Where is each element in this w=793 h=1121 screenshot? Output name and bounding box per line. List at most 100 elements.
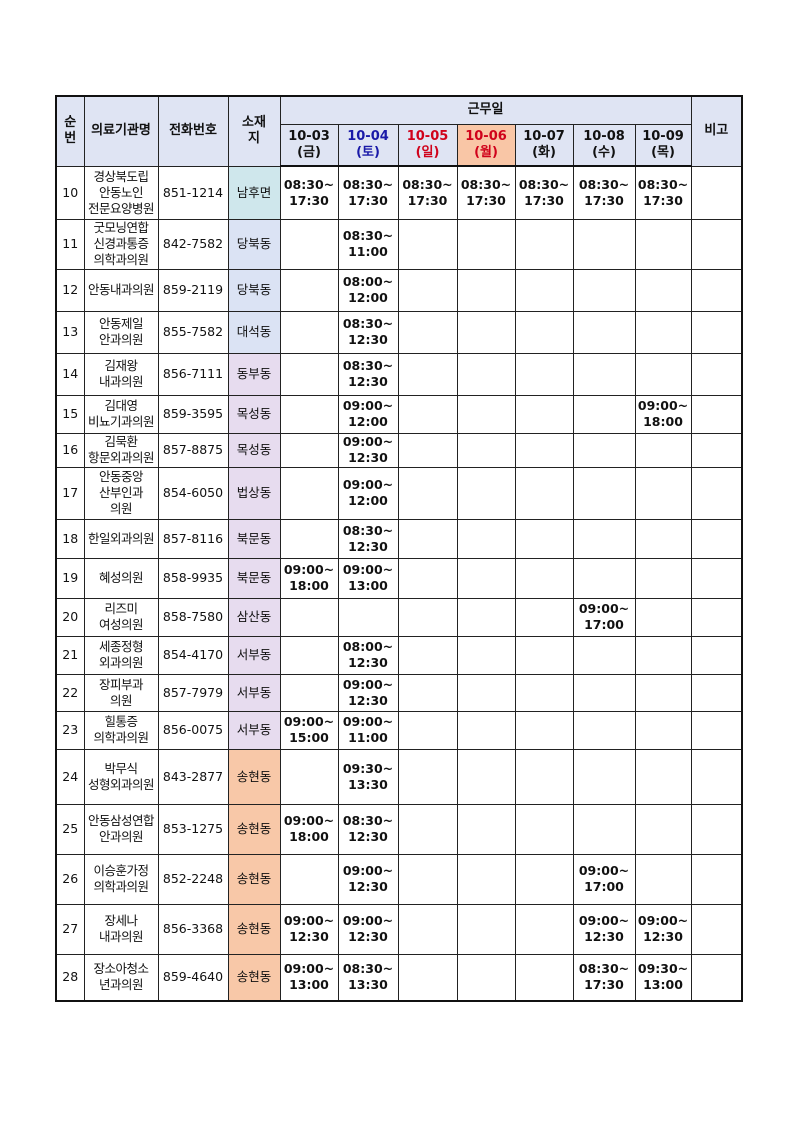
work-hours: [456, 557, 516, 599]
work-hours: 08:30~ 17:30: [397, 165, 458, 220]
table-row: 13 안동제일 안과의원 855-7582 대석동 08:30~ 12:30: [55, 310, 743, 354]
work-hours: 08:00~ 12:30: [337, 635, 399, 675]
work-hours: [397, 432, 458, 468]
work-hours: [634, 803, 692, 855]
location: 송현동: [227, 953, 281, 1002]
work-hours: [397, 557, 458, 599]
work-hours: [514, 310, 574, 354]
work-hours: 08:30~ 12:30: [337, 310, 399, 354]
remarks: [690, 710, 743, 750]
work-hours: [514, 432, 574, 468]
table-row: 26 이승훈가정 의학과의원 852-2248 송현동 09:00~ 12:30 09:0…: [55, 853, 743, 905]
remarks: [690, 903, 743, 955]
work-hours: [279, 310, 339, 354]
remarks: [690, 803, 743, 855]
table-row: 15 김대영 비뇨기과의원 859-3595 목성동 09:00~ 12:00 09:00…: [55, 394, 743, 434]
work-hours: [514, 597, 574, 637]
row-number: 25: [55, 803, 85, 855]
work-hours: [397, 518, 458, 559]
location: 동부동: [227, 352, 281, 396]
institution-name: 안동내과의원: [83, 268, 159, 312]
remarks: [690, 673, 743, 712]
work-hours: [456, 268, 516, 312]
table-row: 22 장피부과 의원 857-7979 서부동 09:00~ 12:30: [55, 673, 743, 712]
work-hours: 09:00~ 18:00: [279, 557, 339, 599]
phone-number: 856-7111: [157, 352, 229, 396]
work-hours: [456, 710, 516, 750]
work-hours: [397, 635, 458, 675]
work-hours: [456, 597, 516, 637]
phone-number: 857-7979: [157, 673, 229, 712]
work-hours: 09:00~ 12:30: [337, 673, 399, 712]
work-hours: [279, 518, 339, 559]
work-hours: [514, 268, 574, 312]
work-hours: 09:00~ 15:00: [279, 710, 339, 750]
work-hours: [279, 466, 339, 520]
work-hours: [279, 218, 339, 270]
work-hours: [456, 394, 516, 434]
remarks: [690, 557, 743, 599]
work-hours: 08:30~ 13:30: [337, 953, 399, 1002]
institution-name: 김재왕 내과의원: [83, 352, 159, 396]
location: 삼산동: [227, 597, 281, 637]
row-number: 17: [55, 466, 85, 520]
row-number: 27: [55, 903, 85, 955]
institution-name: 박무식 성형외과의원: [83, 748, 159, 805]
institution-name: 김대영 비뇨기과의원: [83, 394, 159, 434]
location: 당북동: [227, 268, 281, 312]
location: 송현동: [227, 903, 281, 955]
phone-number: 859-2119: [157, 268, 229, 312]
institution-name: 안동제일 안과의원: [83, 310, 159, 354]
work-hours: [572, 635, 636, 675]
remarks: [690, 165, 743, 220]
row-number: 18: [55, 518, 85, 559]
phone-number: 851-1214: [157, 165, 229, 220]
work-hours: [456, 803, 516, 855]
institution-name: 한일외과의원: [83, 518, 159, 559]
header-remarks: 비고: [690, 95, 743, 167]
phone-number: 859-3595: [157, 394, 229, 434]
phone-number: 843-2877: [157, 748, 229, 805]
phone-number: 857-8116: [157, 518, 229, 559]
work-hours: [456, 466, 516, 520]
institution-name: 힐통증 의학과의원: [83, 710, 159, 750]
work-hours: [572, 310, 636, 354]
phone-number: 859-4640: [157, 953, 229, 1002]
header-date: 10-07 (화): [514, 123, 574, 167]
work-hours: [514, 518, 574, 559]
header-date: 10-08 (수): [572, 123, 636, 167]
header-date: 10-03 (금): [279, 123, 339, 167]
work-hours: 09:00~ 12:00: [337, 394, 399, 434]
work-hours: [456, 953, 516, 1002]
institution-name: 리즈미 여성의원: [83, 597, 159, 637]
remarks: [690, 394, 743, 434]
row-number: 12: [55, 268, 85, 312]
work-hours: [572, 518, 636, 559]
row-number: 23: [55, 710, 85, 750]
institution-name: 장피부과 의원: [83, 673, 159, 712]
table-row: 11 굿모닝연합 신경과통증 의학과의원 842-7582 당북동 08:30~ 11:…: [55, 218, 743, 270]
work-hours: 08:30~ 17:30: [337, 165, 399, 220]
work-hours: 09:00~ 12:30: [634, 903, 692, 955]
row-number: 21: [55, 635, 85, 675]
header-date: 10-05 (일): [397, 123, 458, 167]
institution-name: 장소아청소 년과의원: [83, 953, 159, 1002]
work-hours: 09:00~ 13:00: [337, 557, 399, 599]
work-hours: [634, 748, 692, 805]
work-hours: [456, 310, 516, 354]
row-number: 24: [55, 748, 85, 805]
phone-number: 853-1275: [157, 803, 229, 855]
table-row: 24 박무식 성형외과의원 843-2877 송현동 09:30~ 13:30: [55, 748, 743, 805]
work-hours: [397, 310, 458, 354]
work-hours: [572, 268, 636, 312]
row-number: 15: [55, 394, 85, 434]
header-date: 10-04 (토): [337, 123, 399, 167]
work-hours: [514, 803, 574, 855]
work-hours: [456, 748, 516, 805]
work-hours: [514, 903, 574, 955]
work-hours: [514, 710, 574, 750]
work-hours: [572, 218, 636, 270]
location: 목성동: [227, 432, 281, 468]
work-hours: 08:30~ 17:30: [279, 165, 339, 220]
row-number: 10: [55, 165, 85, 220]
